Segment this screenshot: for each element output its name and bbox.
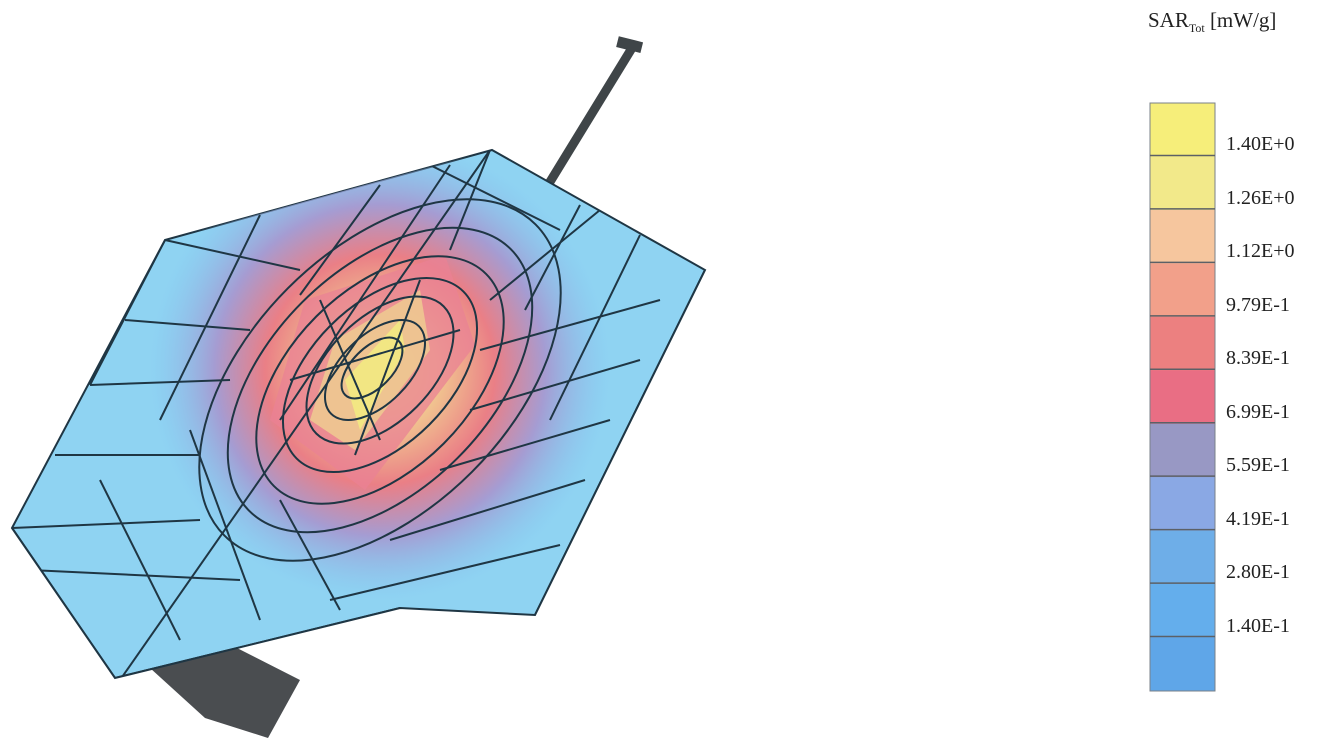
colorbar xyxy=(1149,102,1216,692)
colorbar-tick-label: 6.99E-1 xyxy=(1226,400,1290,423)
colorbar-tick-label: 5.59E-1 xyxy=(1226,454,1290,477)
colorbar-band xyxy=(1150,263,1215,318)
colorbar-tick-label: 1.40E+0 xyxy=(1226,133,1295,156)
colorbar-band xyxy=(1150,209,1215,264)
legend-title-sub: Tot xyxy=(1188,21,1205,36)
colorbar-band xyxy=(1150,156,1215,211)
colorbar-tick-label: 2.80E-1 xyxy=(1226,561,1290,584)
legend-title: SARTot [mW/g] xyxy=(1148,8,1276,36)
colorbar-band xyxy=(1150,530,1215,585)
phone-body xyxy=(150,647,300,738)
colorbar-band xyxy=(1150,477,1215,532)
colorbar-band xyxy=(1150,423,1215,478)
legend-title-unit: [mW/g] xyxy=(1209,8,1277,32)
colorbar-band xyxy=(1150,637,1215,692)
colorbar-tick-label: 1.12E+0 xyxy=(1226,240,1295,263)
colorbar-tick-label: 9.79E-1 xyxy=(1226,293,1290,316)
sar-contours xyxy=(198,198,562,562)
colorbar-tick-label: 1.26E+0 xyxy=(1226,186,1295,209)
colorbar-frame xyxy=(1149,102,1216,692)
colorbar-tick-label: 8.39E-1 xyxy=(1226,347,1290,370)
colorbar-band xyxy=(1150,584,1215,639)
sar-hotspot xyxy=(150,150,610,600)
colorbar-tick-label: 4.19E-1 xyxy=(1226,507,1290,530)
legend-title-main: SAR xyxy=(1148,8,1189,32)
mesh-grid xyxy=(12,150,705,678)
antenna xyxy=(541,36,644,193)
colorbar-band xyxy=(1150,103,1215,157)
colorbar-band xyxy=(1150,316,1215,371)
colorbar-band xyxy=(1150,370,1215,425)
colorbar-tick-label: 1.40E-1 xyxy=(1226,614,1290,637)
